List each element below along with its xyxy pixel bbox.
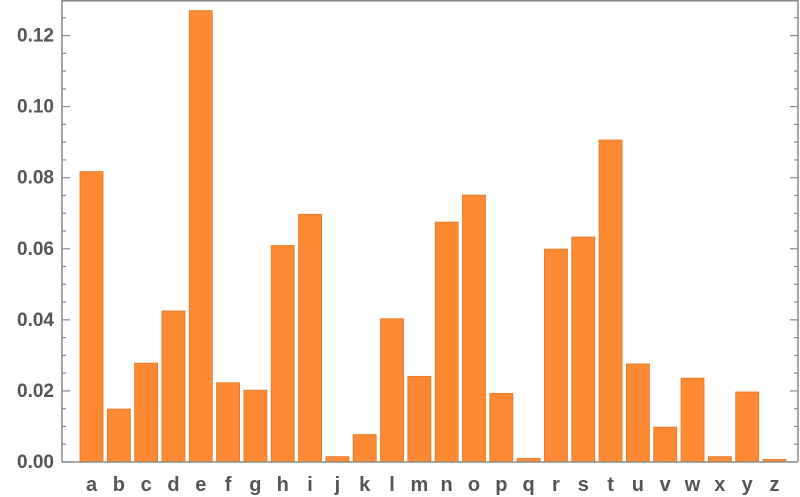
bar-x: [707, 456, 732, 463]
bar-w: [680, 377, 705, 463]
bar-n: [434, 221, 459, 463]
x-tick-label-r: r: [552, 474, 560, 496]
x-tick-label-g: g: [249, 474, 261, 496]
y-tick-label: 0.08: [17, 168, 54, 189]
bar-t: [598, 139, 623, 463]
bar-r: [544, 248, 568, 463]
x-tick-label-n: n: [441, 474, 453, 496]
x-tick-label-c: c: [141, 474, 152, 496]
x-tick-label-f: f: [225, 474, 232, 496]
x-tick-label-z: z: [770, 474, 780, 496]
x-tick-label-b: b: [113, 474, 125, 496]
bar-g: [243, 389, 268, 463]
bars-group: [79, 10, 787, 463]
x-tick-label-h: h: [277, 474, 289, 496]
x-tick-label-v: v: [660, 474, 672, 496]
bar-y: [735, 391, 760, 463]
bar-c: [134, 362, 159, 463]
bar-h: [270, 245, 295, 463]
bar-k: [352, 434, 377, 463]
y-tick-label: 0.12: [17, 26, 54, 47]
y-tick-label: 0.00: [17, 452, 54, 473]
x-tick-label-q: q: [523, 474, 535, 496]
x-tick-label-t: t: [607, 474, 614, 496]
bar-o: [462, 194, 486, 463]
x-tick-label-a: a: [86, 474, 98, 496]
y-tick-label: 0.02: [17, 381, 54, 402]
x-tick-label-i: i: [307, 474, 313, 496]
x-tick-label-x: x: [714, 474, 725, 496]
x-tick-label-e: e: [195, 474, 206, 496]
bar-a: [79, 171, 104, 463]
bar-v: [653, 426, 678, 463]
bar-s: [571, 236, 596, 463]
x-tick-label-w: w: [684, 474, 701, 496]
x-tick-label-o: o: [468, 474, 480, 496]
bar-d: [161, 310, 186, 463]
bar-l: [380, 318, 404, 463]
x-tick-label-y: y: [742, 474, 754, 496]
x-tick-label-m: m: [410, 474, 428, 496]
y-tick-label: 0.04: [17, 310, 54, 331]
bar-p: [489, 393, 514, 463]
bar-b: [106, 408, 131, 463]
y-tick-label: 0.06: [17, 239, 54, 260]
bar-m: [407, 375, 432, 463]
x-tick-label-d: d: [167, 474, 179, 496]
bar-j: [325, 456, 350, 463]
x-tick-label-j: j: [334, 474, 341, 496]
x-tick-label-u: u: [632, 474, 644, 496]
x-tick-label-s: s: [578, 474, 589, 496]
bar-e: [188, 10, 213, 463]
x-tick-label-l: l: [389, 474, 395, 496]
y-axis-ticks: 0.00 0.02 0.04 0.06 0.08 0.10 0.12: [17, 0, 798, 473]
y-tick-label: 0.10: [17, 97, 54, 118]
bar-i: [298, 213, 322, 463]
bar-f: [216, 382, 241, 463]
x-tick-label-k: k: [359, 474, 371, 496]
x-tick-label-p: p: [495, 474, 507, 496]
bar-u: [626, 363, 650, 463]
